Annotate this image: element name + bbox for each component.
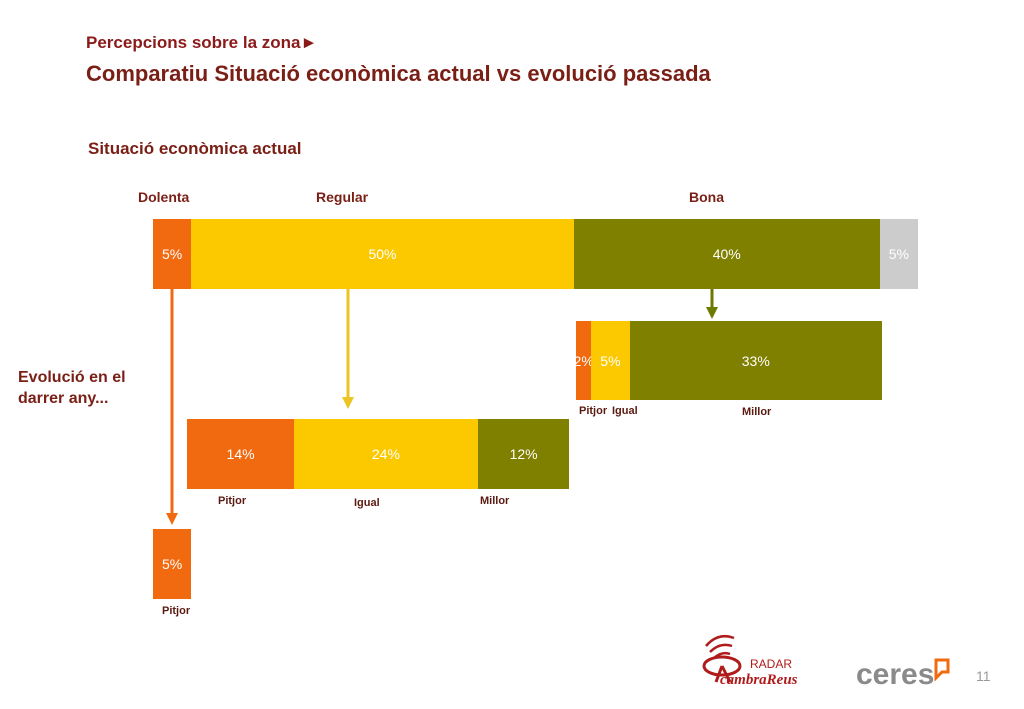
regular-breakdown-segment-igual: 24% (294, 419, 478, 489)
sub-label-regular-millor: Millor (480, 495, 510, 507)
dolenta-breakdown-segment-pitjor: 5% (153, 529, 192, 599)
regular-breakdown-segment-pitjor: 14% (187, 419, 295, 489)
supertitle: Percepcions sobre la zona► (86, 33, 318, 52)
main-bar-segment-label: 5% (888, 246, 909, 262)
arrow-regular-head (342, 397, 354, 409)
dolenta-breakdown-segment-label: 5% (162, 556, 183, 572)
bona-breakdown-segment-pitjor: 2% (573, 321, 594, 400)
main-bar-segment-bona: 40% (573, 219, 880, 289)
bona-breakdown-segment-label: 5% (600, 352, 621, 369)
main-bar-segment-label: 40% (712, 246, 741, 262)
bona-breakdown-segment-millor: 33% (629, 321, 882, 400)
page-title: Comparatiu Situació econòmica actual vs … (86, 61, 711, 86)
arrow-dolenta-head (166, 513, 178, 525)
category-label-regular: Regular (316, 189, 369, 205)
sub-label-bona-pitjor: Pitjor (579, 405, 608, 417)
bona-breakdown-segment-igual: 5% (591, 321, 630, 400)
main-bar-segment-regular: 50% (191, 219, 574, 289)
main-bar-segment-label: 5% (162, 246, 183, 262)
radar-cambrareus-logo: RADAR cambraReus (702, 635, 798, 688)
ceres-logo-text: ceres (856, 658, 934, 690)
sub-label-regular-pitjor: Pitjor (218, 495, 247, 507)
radar-logo-text: RADAR (750, 657, 792, 671)
regular-breakdown-segment-label: 12% (509, 446, 538, 462)
cambrareus-logo-text: cambraReus (720, 672, 798, 688)
arrow-bona-head (706, 307, 718, 319)
category-label-bona: Bona (689, 189, 724, 205)
main-bar-segment-dolenta: 5% (153, 219, 192, 289)
sub-label-bona-igual: Igual (612, 405, 638, 417)
regular-breakdown-segment-millor: 12% (477, 419, 570, 489)
sub-label-bona-millor: Millor (742, 406, 772, 418)
sub-label-regular-igual: Igual (354, 497, 380, 509)
regular-breakdown-segment-label: 24% (371, 446, 400, 462)
page-number: 11 (976, 668, 991, 684)
section-title: Situació econòmica actual (88, 139, 302, 158)
bona-breakdown-segment-label: 2% (573, 352, 594, 369)
side-label: Evolució en el darrer any... (18, 369, 126, 407)
category-label-dolenta: Dolenta (138, 189, 190, 205)
ceres-logo: ceres (856, 658, 950, 690)
regular-breakdown-segment-label: 14% (226, 446, 255, 462)
main-bar-segment-nsnc: 5% (879, 219, 918, 289)
main-bar-segment-label: 50% (368, 246, 397, 262)
sub-label-dolenta-pitjor: Pitjor (162, 605, 191, 617)
bona-breakdown-segment-label: 33% (741, 352, 770, 369)
